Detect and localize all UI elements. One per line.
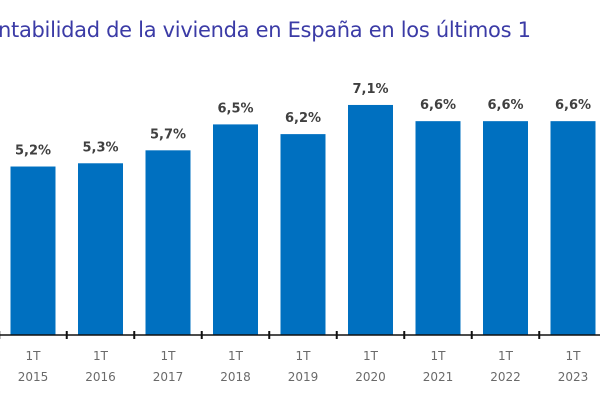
x-tick-label: 2023 bbox=[558, 370, 589, 384]
x-tick-label: 2019 bbox=[288, 370, 319, 384]
bar-2016 bbox=[78, 163, 123, 335]
x-tick-label: 2020 bbox=[355, 370, 386, 384]
data-label: 5,7% bbox=[150, 127, 186, 142]
data-label: 6,6% bbox=[555, 98, 591, 113]
data-label: 6,2% bbox=[285, 111, 321, 126]
x-tick-label: 1T bbox=[296, 349, 312, 363]
x-tick-label: 1T bbox=[228, 349, 244, 363]
bar-2020 bbox=[348, 104, 393, 336]
data-label: 5,3% bbox=[82, 140, 118, 155]
x-tick-label: 1T bbox=[26, 349, 42, 363]
bar-2015 bbox=[10, 166, 56, 335]
x-tick-label: 2017 bbox=[153, 370, 184, 384]
x-tick-label: 2022 bbox=[490, 370, 521, 384]
x-tick-label: 2016 bbox=[85, 370, 116, 384]
x-tick-label: 1T bbox=[161, 349, 177, 363]
bar-2018 bbox=[213, 124, 258, 336]
x-tick-label: 1T bbox=[431, 349, 447, 363]
bar-2023 bbox=[550, 121, 596, 335]
data-label: 7,1% bbox=[352, 82, 388, 97]
data-label: 5,2% bbox=[15, 144, 51, 159]
x-tick-label: 1T bbox=[363, 349, 379, 363]
bar-2021 bbox=[415, 121, 461, 335]
x-tick-label: 2021 bbox=[423, 370, 454, 384]
data-label: 6,6% bbox=[420, 98, 456, 113]
bar-2017 bbox=[145, 150, 191, 335]
x-tick-label: 2018 bbox=[220, 370, 251, 384]
x-tick-label: 1T bbox=[498, 349, 514, 363]
bar-2022 bbox=[483, 121, 528, 335]
x-tick-label: 2015 bbox=[18, 370, 49, 384]
chart-title: ntabilidad de la vivienda en España en l… bbox=[0, 18, 531, 42]
bar-2019 bbox=[280, 134, 326, 335]
x-tick-label: 1T bbox=[93, 349, 109, 363]
x-tick-label: 1T bbox=[566, 349, 582, 363]
data-label: 6,6% bbox=[487, 98, 523, 113]
data-label: 6,5% bbox=[217, 101, 253, 116]
